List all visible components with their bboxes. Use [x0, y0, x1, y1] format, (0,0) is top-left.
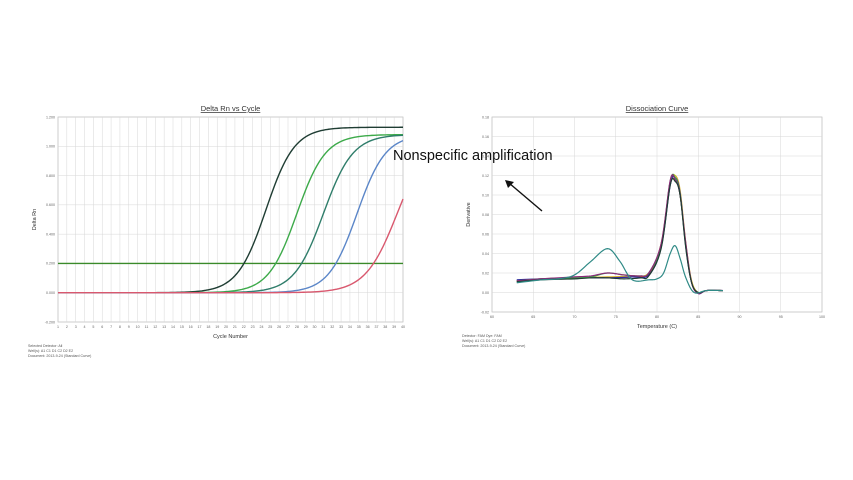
y-tick-label: 0.04: [482, 252, 489, 256]
y-tick-label: 0.800: [46, 174, 55, 178]
x-tick-label: 35: [357, 325, 361, 329]
x-tick-label: 12: [153, 325, 157, 329]
x-tick-label: 5: [92, 325, 94, 329]
amplification-plot-panel: Delta Rn vs Cycle 1 2 3 4 5 6 7 8 9 10 11 12 13 14 15 16…: [20, 100, 415, 375]
x-tick-label: 29: [304, 325, 308, 329]
footnote: Document: 2013-9-24 (Standard Curve): [28, 354, 91, 358]
x-tick-label: 10: [136, 325, 140, 329]
plot-area: [57, 116, 404, 323]
x-tick-label: 80: [655, 315, 659, 319]
x-tick-label: 38: [383, 325, 387, 329]
x-tick-label: 15: [180, 325, 184, 329]
x-tick-label: 26: [277, 325, 281, 329]
x-tick-label: 11: [145, 325, 149, 329]
x-tick-label: 24: [259, 325, 263, 329]
y-tick-label: 0.18: [482, 115, 489, 119]
y-tick-label: 0.200: [46, 262, 55, 266]
series-line-5: [58, 198, 404, 294]
x-tick-label: 40: [401, 325, 405, 329]
y-axis-label: Derivative: [466, 202, 472, 226]
x-tick-label: 34: [348, 325, 352, 329]
footnote: Document: 2013-9-24 (Standard Curve): [462, 344, 525, 348]
x-tick-label: 17: [198, 325, 202, 329]
x-tick-label: 95: [779, 315, 783, 319]
footnote: Selected Detector: All: [28, 344, 63, 348]
x-tick-label: 3: [75, 325, 77, 329]
x-tick-label: 70: [573, 315, 577, 319]
y-tick-label: 0.06: [482, 232, 489, 236]
y-tick-label: 0.600: [46, 203, 55, 207]
x-tick-label: 37: [374, 325, 378, 329]
y-tick-label: 1.200: [46, 115, 55, 119]
x-tick-label: 13: [162, 325, 166, 329]
x-tick-label: 20: [224, 325, 228, 329]
x-tick-label: 31: [321, 325, 325, 329]
footnote: Detector: FAM Dye: FAM: [462, 334, 502, 338]
y-tick-label: 0.02: [482, 271, 489, 275]
x-tick-label: 33: [339, 325, 343, 329]
series-line-7: [516, 245, 724, 294]
x-tick-label: 100: [819, 315, 825, 319]
x-tick-label: 32: [330, 325, 334, 329]
y-tick-label: 0.14: [482, 154, 489, 158]
y-tick-label: 0.400: [46, 232, 55, 236]
annotation-arrow-icon: [505, 180, 543, 212]
x-tick-label: 65: [531, 315, 535, 319]
x-tick-label: 39: [392, 325, 396, 329]
x-tick-label: 2: [66, 325, 68, 329]
chart-title: Dissociation Curve: [626, 104, 689, 113]
chart-title: Delta Rn vs Cycle: [201, 104, 261, 113]
x-tick-label: 8: [119, 325, 121, 329]
dissociation-curve-plot: Dissociation Curve 60 65 70 75 80 85 90 95 100 -0.…: [462, 104, 825, 348]
arrow-shaft: [508, 182, 543, 212]
x-axis-label: Cycle Number: [213, 334, 248, 340]
x-tick-label: 21: [233, 325, 237, 329]
x-tick-label: 19: [215, 325, 219, 329]
x-tick-label: 75: [614, 315, 618, 319]
x-tick-label: 1: [57, 325, 59, 329]
x-tick-label: 18: [206, 325, 210, 329]
x-tick-label: 16: [189, 325, 193, 329]
x-tick-label: 25: [268, 325, 272, 329]
arrow-head: [505, 180, 514, 188]
x-tick-label: 7: [110, 325, 112, 329]
footnote: Well(s): A1 C1 D1 C2 D2 E2: [28, 349, 73, 353]
y-tick-label: 0.16: [482, 135, 489, 139]
x-tick-label: 85: [696, 315, 700, 319]
x-tick-label: 27: [286, 325, 290, 329]
y-tick-label: 1.000: [46, 145, 55, 149]
x-tick-label: 9: [128, 325, 130, 329]
series-line-6: [516, 177, 724, 294]
x-tick-label: 14: [171, 325, 175, 329]
x-tick-label: 6: [101, 325, 103, 329]
y-axis-label: Delta Rn: [32, 209, 38, 230]
y-tick-label: 0.00: [482, 291, 489, 295]
x-tick-label: 28: [295, 325, 299, 329]
y-tick-label: 0.12: [482, 174, 489, 178]
x-tick-label: 60: [490, 315, 494, 319]
x-tick-label: 36: [366, 325, 370, 329]
x-tick-label: 30: [313, 325, 317, 329]
x-tick-label: 23: [251, 325, 255, 329]
y-tick-label: 0.000: [46, 291, 55, 295]
x-axis-label: Temperature (C): [637, 324, 677, 330]
footnote: Well(s): A1 C1 D1 C2 D2 E2: [462, 339, 507, 343]
y-tick-label: 0.08: [482, 213, 489, 217]
y-tick-label: -0.02: [481, 310, 489, 314]
dissociation-curve-panel: Dissociation Curve 60 65 70 75 80 85 90 95 100 -0.…: [452, 100, 832, 370]
y-tick-label: 0.10: [482, 193, 489, 197]
x-tick-label: 22: [242, 325, 246, 329]
x-tick-label: 4: [84, 325, 86, 329]
annotation-label: Nonspecific amplification: [393, 148, 553, 164]
x-tick-label: 90: [738, 315, 742, 319]
y-tick-label: -0.200: [45, 320, 55, 324]
